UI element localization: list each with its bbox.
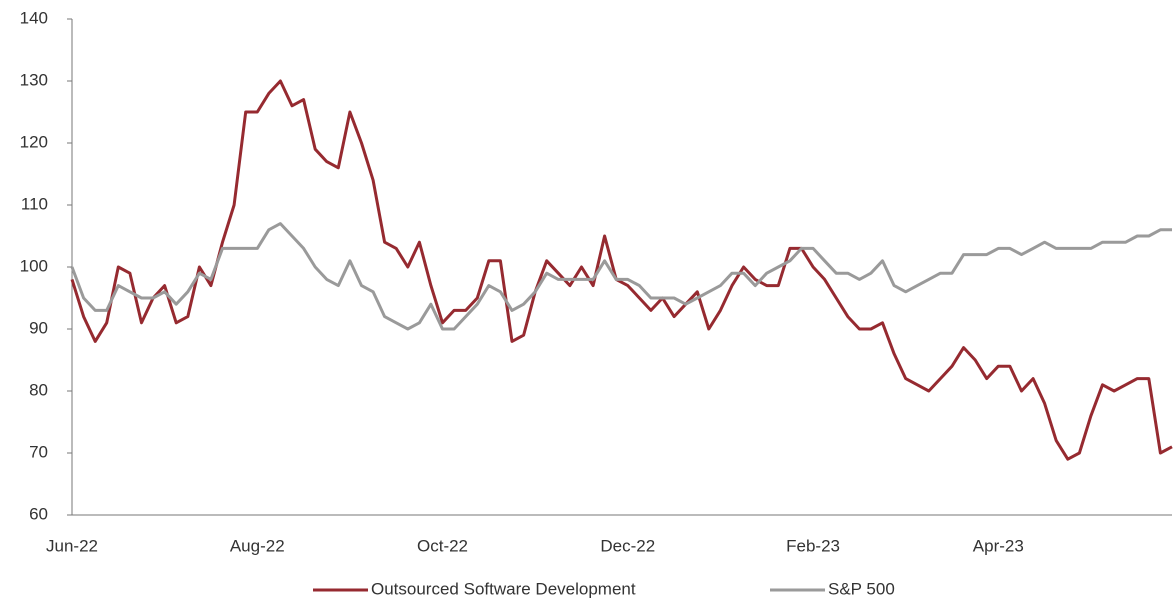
series-line: [70, 79, 1173, 461]
x-tick-label: Aug-22: [230, 536, 285, 555]
x-tick-label: Dec-22: [600, 536, 655, 555]
x-tick-label: Apr-23: [973, 536, 1024, 555]
y-tick-label: 70: [29, 442, 48, 461]
legend-label: S&P 500: [828, 579, 895, 598]
y-tick-label: 80: [29, 380, 48, 399]
y-tick-label: 120: [20, 132, 48, 151]
y-tick-label: 110: [21, 194, 48, 213]
y-tick-label: 100: [20, 256, 48, 275]
y-tick-label: 60: [29, 504, 48, 523]
y-tick-label: 130: [20, 70, 48, 89]
legend-label: Outsourced Software Development: [371, 579, 636, 598]
series-line: [70, 222, 1172, 331]
y-tick-label: 140: [20, 8, 48, 27]
x-tick-label: Feb-23: [786, 536, 840, 555]
x-tick-label: Oct-22: [417, 536, 468, 555]
y-tick-label: 90: [29, 318, 48, 337]
x-tick-label: Jun-22: [46, 536, 98, 555]
